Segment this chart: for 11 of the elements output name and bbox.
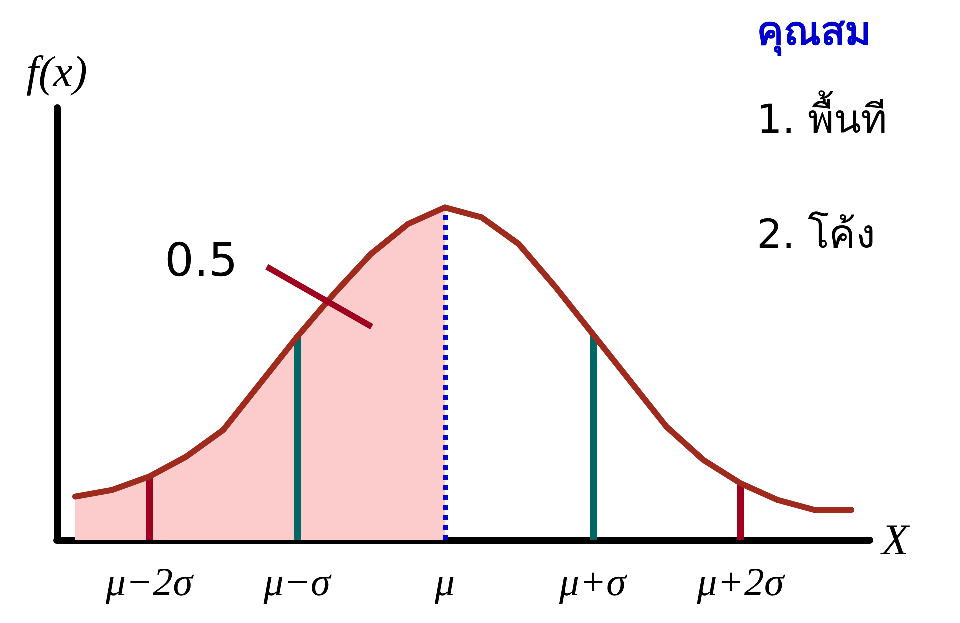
x-tick-label: μ−2σ: [104, 560, 194, 604]
x-axis-title: X: [880, 516, 911, 564]
annotation: 2. โค้ง: [757, 212, 876, 258]
text: 1. พื้นที: [757, 90, 887, 143]
x-tick-label: μ+σ: [558, 560, 628, 604]
annotation: 0.5: [164, 233, 238, 287]
text: คุณสม: [757, 9, 871, 57]
y-axis-title: f(x): [26, 48, 88, 96]
x-tick-label: μ: [434, 560, 456, 604]
x-tick-label: μ+2σ: [696, 560, 786, 604]
x-tick-label: μ−σ: [262, 560, 332, 604]
